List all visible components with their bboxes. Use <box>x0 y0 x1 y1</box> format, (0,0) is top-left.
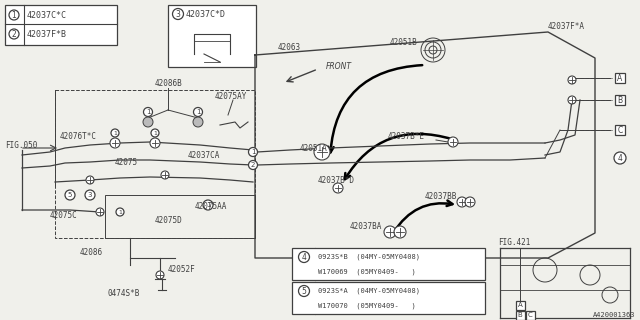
Text: 42037C*C: 42037C*C <box>27 11 67 20</box>
Text: 1: 1 <box>205 202 211 208</box>
Text: C: C <box>527 312 532 318</box>
Circle shape <box>143 117 153 127</box>
Text: 0474S*B: 0474S*B <box>108 290 140 299</box>
Circle shape <box>110 138 120 148</box>
Text: 1: 1 <box>118 210 122 214</box>
Circle shape <box>193 117 203 127</box>
Circle shape <box>298 285 310 297</box>
Bar <box>168 5 256 67</box>
Text: 42075: 42075 <box>115 157 138 166</box>
Text: 42037BB: 42037BB <box>425 191 458 201</box>
Text: 42037F*A: 42037F*A <box>548 21 585 30</box>
Text: 42075AA: 42075AA <box>195 202 227 211</box>
Text: A420001363: A420001363 <box>593 312 635 318</box>
Text: 2: 2 <box>12 29 17 38</box>
Bar <box>105 195 255 238</box>
Text: 42063: 42063 <box>278 43 301 52</box>
Text: 4: 4 <box>301 252 307 261</box>
Bar <box>5 5 117 45</box>
Text: 1: 1 <box>113 131 117 135</box>
Text: 1: 1 <box>12 11 17 20</box>
Text: 1: 1 <box>251 149 255 155</box>
Text: W170070  (05MY0409-   ): W170070 (05MY0409- ) <box>318 303 416 309</box>
Circle shape <box>448 137 458 147</box>
Circle shape <box>116 208 124 216</box>
Circle shape <box>86 176 94 184</box>
Circle shape <box>161 171 169 179</box>
Bar <box>515 310 525 319</box>
Bar <box>615 73 625 83</box>
Text: 0923S*A  (04MY-05MY0408): 0923S*A (04MY-05MY0408) <box>318 288 420 294</box>
Circle shape <box>384 226 396 238</box>
Text: 42075D: 42075D <box>155 215 183 225</box>
Text: 42037BA: 42037BA <box>350 221 382 230</box>
Bar <box>515 300 525 309</box>
Circle shape <box>248 148 257 156</box>
Circle shape <box>457 197 467 207</box>
Text: FIG.421: FIG.421 <box>498 237 531 246</box>
Text: 42051B: 42051B <box>390 37 418 46</box>
Text: 3: 3 <box>88 192 92 198</box>
Circle shape <box>314 144 330 160</box>
Bar <box>525 310 534 319</box>
Circle shape <box>150 138 160 148</box>
Text: 0923S*B  (04MY-05MY0408): 0923S*B (04MY-05MY0408) <box>318 254 420 260</box>
Text: C: C <box>618 125 623 134</box>
Text: 42037B*E: 42037B*E <box>388 132 425 140</box>
Text: 42037CA: 42037CA <box>188 150 220 159</box>
Circle shape <box>333 183 343 193</box>
Circle shape <box>298 252 310 262</box>
Text: 4: 4 <box>618 154 623 163</box>
Circle shape <box>9 10 19 20</box>
Text: B: B <box>618 95 623 105</box>
Text: 42075AY: 42075AY <box>215 92 248 100</box>
Bar <box>292 282 485 314</box>
Text: 3: 3 <box>175 10 180 19</box>
Circle shape <box>203 200 213 210</box>
Bar <box>615 95 625 105</box>
Text: 2: 2 <box>251 162 255 168</box>
Text: 42051A: 42051A <box>300 143 328 153</box>
Circle shape <box>248 161 257 170</box>
Circle shape <box>156 271 164 279</box>
Circle shape <box>568 76 576 84</box>
Circle shape <box>614 152 626 164</box>
Text: 42037F*B: 42037F*B <box>27 29 67 38</box>
Text: 42075C: 42075C <box>50 211 77 220</box>
Text: A: A <box>518 302 522 308</box>
Circle shape <box>96 208 104 216</box>
Circle shape <box>143 108 152 116</box>
Text: FRONT: FRONT <box>326 61 352 70</box>
Text: 42037C*D: 42037C*D <box>186 10 226 19</box>
Circle shape <box>465 197 475 207</box>
Text: FIG.050: FIG.050 <box>5 140 37 149</box>
Text: 42076T*C: 42076T*C <box>60 132 97 140</box>
Text: B: B <box>518 312 522 318</box>
Bar <box>615 125 625 135</box>
Text: 1: 1 <box>146 109 150 115</box>
Circle shape <box>151 129 159 137</box>
Text: 1: 1 <box>153 131 157 135</box>
Circle shape <box>394 226 406 238</box>
Circle shape <box>173 9 184 20</box>
Text: 42052F: 42052F <box>168 266 196 275</box>
Text: 5: 5 <box>68 192 72 198</box>
Circle shape <box>568 96 576 104</box>
Text: W170069  (05MY0409-   ): W170069 (05MY0409- ) <box>318 269 416 275</box>
Circle shape <box>111 129 119 137</box>
Circle shape <box>9 29 19 39</box>
Text: 42086B: 42086B <box>155 78 183 87</box>
Text: A: A <box>618 74 623 83</box>
Bar <box>55 90 255 238</box>
Text: 1: 1 <box>196 109 200 115</box>
Text: 42037B*D: 42037B*D <box>318 175 355 185</box>
Circle shape <box>193 108 202 116</box>
Bar <box>292 248 485 280</box>
Text: 42086: 42086 <box>80 247 103 257</box>
Circle shape <box>85 190 95 200</box>
Text: 5: 5 <box>301 286 307 295</box>
Circle shape <box>65 190 75 200</box>
